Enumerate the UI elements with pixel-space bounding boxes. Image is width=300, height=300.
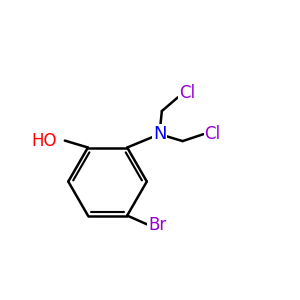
Text: HO: HO bbox=[31, 132, 57, 150]
Text: Cl: Cl bbox=[205, 125, 221, 143]
Text: Cl: Cl bbox=[179, 84, 195, 102]
Text: Br: Br bbox=[148, 216, 166, 234]
Text: N: N bbox=[153, 125, 166, 143]
